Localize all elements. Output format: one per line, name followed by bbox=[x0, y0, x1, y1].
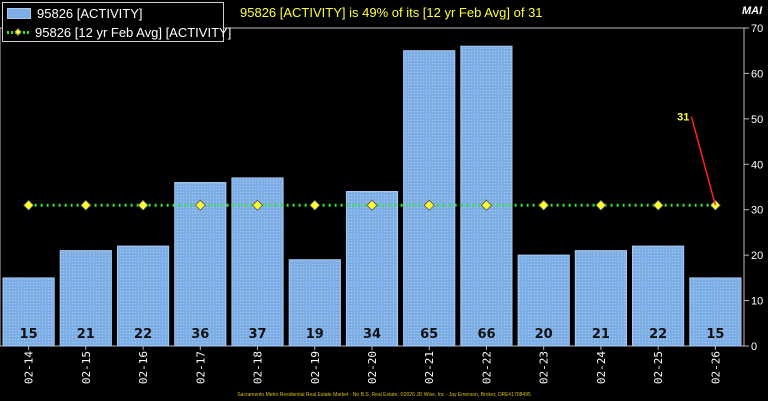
bar-value-label: 66 bbox=[477, 327, 495, 342]
bar-value-label: 22 bbox=[134, 327, 152, 342]
bar-02-19 bbox=[288, 259, 341, 347]
bar-value-label: 37 bbox=[248, 327, 266, 342]
bar-value-label: 21 bbox=[77, 327, 95, 342]
callout-leader-line bbox=[690, 116, 717, 206]
x-axis: 02-14 02-15 02-16 02-17 02-18 02-19 02-20 02-21… bbox=[23, 346, 722, 384]
x-tick-label: 02-14 bbox=[23, 351, 36, 384]
callout-label: 31 bbox=[677, 112, 689, 124]
x-tick-label: 02-26 bbox=[709, 351, 722, 384]
y-tick-label: 70 bbox=[751, 23, 763, 35]
copyright-footer: Sacramento Metro Residential Real Estate… bbox=[237, 392, 531, 398]
bars-layer: 15 21 22 36 37 19 34 65 66 20 21 22 15 bbox=[2, 45, 742, 347]
avg-point-marker bbox=[23, 199, 35, 211]
x-tick-label: 02-19 bbox=[309, 351, 322, 384]
legend-item-avg: 95826 [12 yr Feb Avg] [ACTIVITY] bbox=[7, 23, 231, 41]
avg-point-marker bbox=[251, 199, 264, 211]
avg-point-marker bbox=[423, 199, 435, 211]
avg-point-marker bbox=[480, 199, 493, 211]
bar-02-15 bbox=[59, 250, 112, 347]
bar-value-label: 22 bbox=[649, 327, 667, 342]
y-axis-title: MAI bbox=[742, 5, 763, 17]
x-tick-label: 02-16 bbox=[137, 351, 150, 384]
x-tick-label: 02-25 bbox=[652, 351, 665, 384]
x-tick-label: 02-17 bbox=[194, 351, 207, 384]
bar-02-22 bbox=[460, 45, 513, 347]
x-tick-label: 02-18 bbox=[252, 351, 265, 384]
bar-value-label: 65 bbox=[420, 327, 438, 342]
y-tick-label: 30 bbox=[751, 205, 763, 217]
bar-value-label: 36 bbox=[191, 327, 209, 342]
x-tick-label: 02-20 bbox=[366, 351, 379, 384]
avg-point-marker bbox=[652, 199, 664, 211]
y-tick-label: 10 bbox=[751, 296, 763, 308]
chart-headline: 95826 [ACTIVITY] is 49% of its [12 yr Fe… bbox=[240, 5, 543, 20]
x-tick-label: 02-15 bbox=[80, 351, 93, 384]
bar-02-23 bbox=[517, 254, 570, 347]
avg-point-marker bbox=[80, 199, 92, 211]
avg-line-layer bbox=[23, 199, 721, 211]
avg-point-marker bbox=[538, 199, 550, 211]
y-axis: 0 10 20 30 40 50 60 70 bbox=[744, 23, 763, 353]
bar-value-label: 15 bbox=[20, 327, 38, 342]
avg-point-marker bbox=[137, 199, 149, 211]
bar-value-label: 19 bbox=[306, 327, 324, 342]
legend-avg-label: 95826 [12 yr Feb Avg] [ACTIVITY] bbox=[35, 24, 232, 40]
y-tick-label: 0 bbox=[751, 341, 757, 353]
avg-point-marker bbox=[194, 199, 206, 211]
legend-activity-label: 95826 [ACTIVITY] bbox=[37, 5, 143, 21]
bar-value-label: 34 bbox=[363, 327, 381, 342]
bar-value-label: 21 bbox=[592, 327, 610, 342]
bar-02-25 bbox=[632, 245, 685, 347]
bar-02-20 bbox=[345, 191, 399, 347]
bar-02-21 bbox=[403, 50, 456, 347]
legend-item-activity: 95826 [ACTIVITY] bbox=[7, 4, 143, 22]
y-tick-label: 60 bbox=[751, 68, 763, 80]
legend-line-swatch bbox=[7, 27, 29, 37]
bar-02-26 bbox=[689, 277, 742, 347]
x-tick-label: 02-23 bbox=[538, 351, 551, 384]
avg-point-marker bbox=[366, 199, 378, 211]
y-tick-label: 40 bbox=[751, 159, 763, 171]
callout-layer: 31 bbox=[677, 112, 717, 206]
bar-02-24 bbox=[574, 250, 627, 347]
y-tick-label: 20 bbox=[751, 250, 763, 262]
avg-point-marker bbox=[309, 199, 321, 211]
x-tick-label: 02-22 bbox=[481, 351, 494, 384]
avg-point-marker bbox=[595, 199, 607, 211]
bar-value-label: 20 bbox=[535, 327, 553, 342]
x-tick-label: 02-24 bbox=[595, 351, 608, 384]
bar-value-label: 15 bbox=[706, 327, 724, 342]
diamond-marker-icon bbox=[13, 27, 23, 36]
avg-point-marker bbox=[709, 199, 721, 211]
x-tick-label: 02-21 bbox=[423, 351, 436, 384]
legend-bar-swatch bbox=[7, 7, 31, 19]
legend: 95826 [ACTIVITY] 95826 [12 yr Feb Avg] [… bbox=[2, 2, 231, 42]
y-tick-label: 50 bbox=[751, 114, 763, 126]
